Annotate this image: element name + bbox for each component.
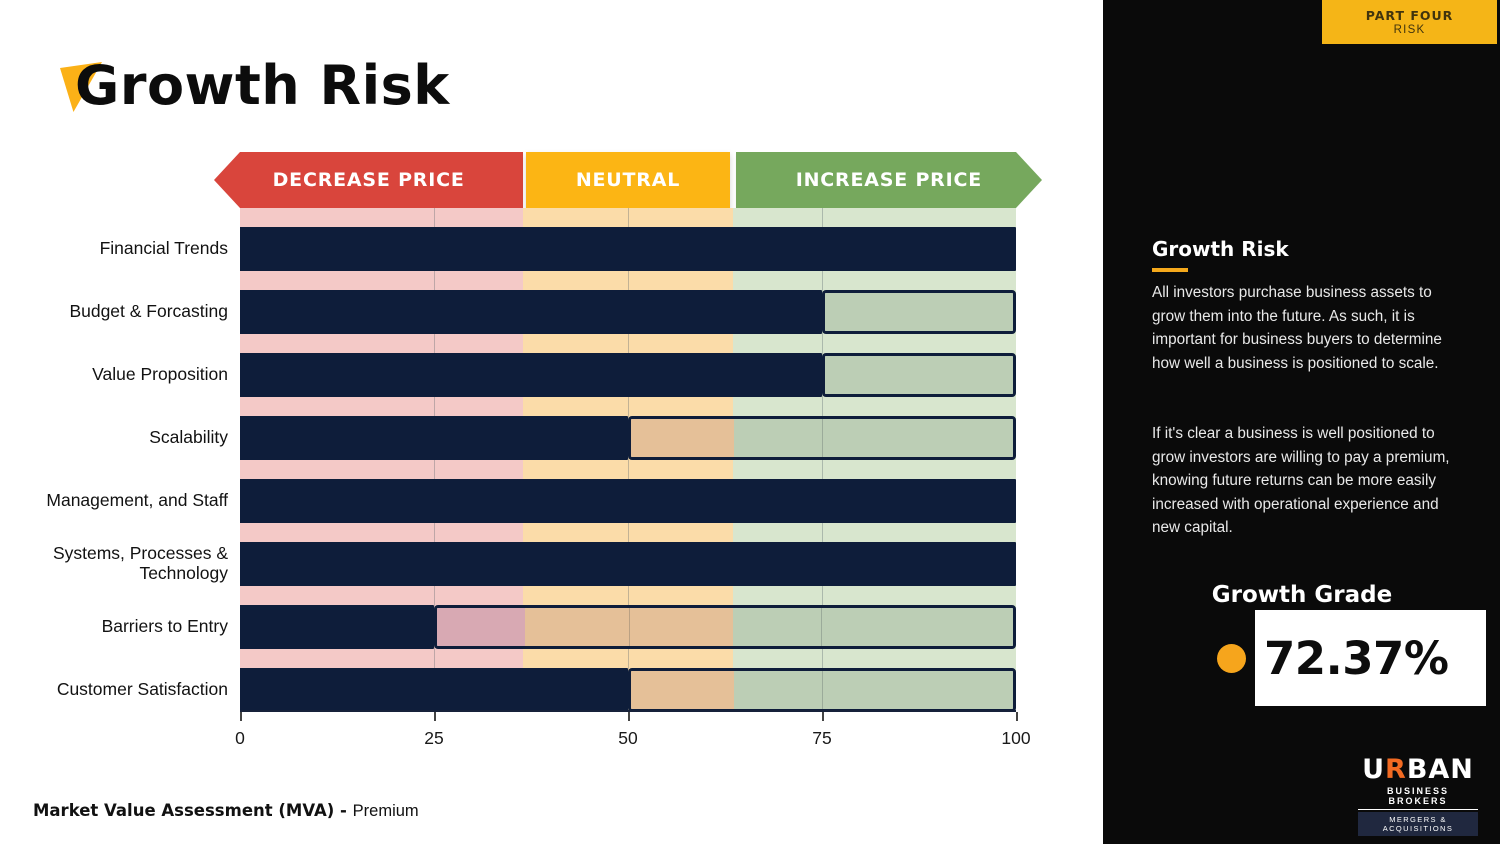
remaining-range-box-customer-satisfaction bbox=[628, 668, 1016, 712]
growth-grade-box: 72.37% bbox=[1255, 610, 1486, 706]
box-gridline-50 bbox=[629, 608, 630, 646]
grade-bullet-dot-icon bbox=[1217, 644, 1246, 673]
sidebar-panel: PART FOUR RISK Growth Risk All investors… bbox=[1103, 0, 1500, 844]
category-label-management-and-staff: Management, and Staff bbox=[46, 490, 228, 511]
score-bar-financial-trends bbox=[240, 227, 1016, 271]
remaining-segment-neutral bbox=[525, 608, 733, 646]
remaining-range-box-budget-forcasting bbox=[822, 290, 1016, 334]
banner-label-neutral: NEUTRAL bbox=[575, 169, 681, 191]
box-gridline-75 bbox=[822, 671, 823, 709]
gridline-75 bbox=[822, 208, 823, 712]
score-bar-scalability bbox=[240, 416, 628, 460]
remaining-segment-increase-price bbox=[825, 356, 1013, 394]
part-tag-line2: RISK bbox=[1393, 24, 1426, 36]
urban-business-brokers-logo: URBAN BUSINESS BROKERS MERGERS & ACQUISI… bbox=[1358, 756, 1478, 836]
footer-note-bold: Market Value Assessment (MVA) - bbox=[33, 801, 353, 820]
slide-main-area: Growth Risk DECREASE PRICE NEUTRAL INCREAS… bbox=[14, 55, 1042, 821]
banner-label-increase-price: INCREASE PRICE bbox=[795, 169, 982, 191]
page-title: Growth Risk bbox=[75, 54, 450, 117]
remaining-range-box-value-proposition bbox=[822, 353, 1016, 397]
axis-tick-50 bbox=[628, 712, 630, 721]
logo-business-brokers: BUSINESS BROKERS bbox=[1358, 783, 1478, 810]
score-bar-barriers-to-entry bbox=[240, 605, 434, 649]
banner-segment-decrease-price: DECREASE PRICE bbox=[214, 152, 524, 208]
gridline-50 bbox=[628, 208, 629, 712]
axis-tick-label-25: 25 bbox=[424, 728, 444, 748]
axis-tick-label-50: 50 bbox=[618, 728, 638, 748]
x-axis-line bbox=[240, 710, 1016, 712]
category-label-systems-processes-technology: Systems, Processes & Technology bbox=[52, 543, 228, 583]
box-gridline-75 bbox=[821, 608, 822, 646]
x-axis: 0 25 50 75 100 bbox=[235, 710, 1031, 762]
sidebar-heading: Growth Risk bbox=[1152, 237, 1289, 261]
growth-risk-bar-chart bbox=[240, 208, 1016, 712]
axis-tick-75 bbox=[822, 712, 824, 721]
remaining-segment-decrease-price bbox=[437, 608, 526, 646]
banner-segment-increase-price: INCREASE PRICE bbox=[736, 152, 1042, 208]
remaining-segment-increase-price bbox=[734, 671, 1013, 709]
score-bar-budget-forcasting bbox=[240, 290, 822, 334]
category-labels-column: Financial Trends Budget & Forcasting Value… bbox=[14, 208, 228, 712]
box-gridline-75 bbox=[822, 419, 823, 457]
remaining-segment-increase-price bbox=[734, 419, 1013, 457]
banner-segment-neutral: NEUTRAL bbox=[526, 152, 730, 208]
logo-wordmark: URBAN bbox=[1358, 756, 1478, 783]
price-zone-banner: DECREASE PRICE NEUTRAL INCREASE PRICE bbox=[214, 152, 1016, 208]
score-bar-customer-satisfaction bbox=[240, 668, 628, 712]
score-bar-systems-processes-technology bbox=[240, 542, 1016, 586]
growth-grade-heading: Growth Grade bbox=[1211, 582, 1393, 608]
score-bar-management-and-staff bbox=[240, 479, 1016, 523]
banner-label-decrease-price: DECREASE PRICE bbox=[272, 169, 465, 191]
growth-grade-value: 72.37% bbox=[1264, 631, 1449, 685]
logo-letter-r: R bbox=[1385, 754, 1407, 785]
gridline-25 bbox=[434, 208, 435, 712]
footer-note-regular: Premium bbox=[352, 802, 419, 820]
category-label-financial-trends: Financial Trends bbox=[99, 238, 228, 259]
axis-tick-label-75: 75 bbox=[812, 728, 832, 748]
category-label-customer-satisfaction: Customer Satisfaction bbox=[56, 679, 228, 700]
axis-tick-25 bbox=[434, 712, 436, 721]
page-title-block: Growth Risk bbox=[58, 56, 450, 115]
axis-tick-label-100: 100 bbox=[1001, 728, 1031, 748]
remaining-segment-neutral bbox=[631, 671, 735, 709]
score-bar-value-proposition bbox=[240, 353, 822, 397]
category-label-scalability: Scalability bbox=[149, 427, 228, 448]
logo-letter-u: U bbox=[1362, 754, 1386, 785]
part-tag-line1: PART FOUR bbox=[1365, 8, 1454, 23]
logo-mergers-acquisitions: MERGERS & ACQUISITIONS bbox=[1358, 812, 1478, 836]
axis-tick-100 bbox=[1016, 712, 1018, 721]
sidebar-paragraph-1: All investors purchase business assets t… bbox=[1152, 284, 1442, 372]
category-label-value-proposition: Value Proposition bbox=[92, 364, 228, 385]
category-label-budget-forcasting: Budget & Forcasting bbox=[69, 301, 228, 322]
sidebar-paragraph-2: If it's clear a business is well positio… bbox=[1152, 425, 1450, 536]
sidebar-heading-underline bbox=[1152, 268, 1188, 272]
remaining-segment-increase-price bbox=[825, 293, 1013, 331]
remaining-segment-neutral bbox=[631, 419, 735, 457]
part-four-tag: PART FOUR RISK bbox=[1322, 0, 1497, 44]
category-label-barriers-to-entry: Barriers to Entry bbox=[101, 616, 228, 637]
footer-note: Market Value Assessment (MVA) - Premium bbox=[33, 801, 419, 821]
axis-tick-label-0: 0 bbox=[235, 728, 245, 748]
logo-letters-ban: BAN bbox=[1406, 754, 1474, 785]
axis-tick-0 bbox=[240, 712, 242, 721]
remaining-range-box-barriers-to-entry bbox=[434, 605, 1016, 649]
remaining-range-box-scalability bbox=[628, 416, 1016, 460]
remaining-segment-increase-price bbox=[732, 608, 1013, 646]
